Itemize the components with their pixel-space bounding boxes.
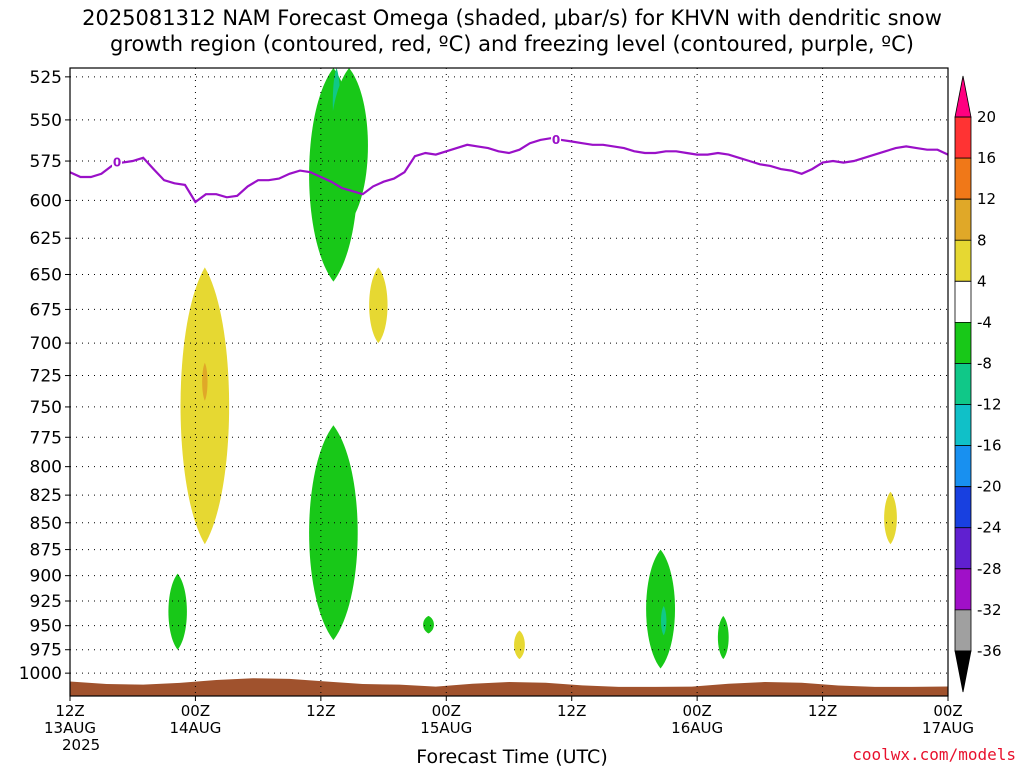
omega-region-3 [309, 425, 358, 641]
colorbar-swatch-14 [954, 650, 972, 693]
y-tick-label-525: 525 [30, 68, 62, 88]
omega-region-12 [717, 615, 729, 660]
colorbar-label-1: 16 [977, 149, 996, 167]
colorbar-label-12: -32 [977, 601, 1002, 619]
freezing-level-label-1: 0 [552, 133, 560, 147]
omega-region-9 [514, 630, 525, 660]
colorbar-label-13: -36 [977, 642, 1002, 660]
colorbar-label-4: 4 [977, 272, 987, 290]
colorbar-label-7: -12 [977, 396, 1002, 414]
y-tick-label-600: 600 [30, 191, 62, 211]
y-tick-label-725: 725 [30, 367, 62, 387]
y-tick-label-1000: 1000 [19, 664, 62, 684]
x-tick-label-48: 12Z [557, 702, 586, 720]
colorbar-swatch-3 [954, 198, 972, 241]
y-tick-label-950: 950 [30, 617, 62, 637]
omega-region-6 [369, 267, 388, 344]
colorbar-label-5: -4 [977, 313, 992, 331]
colorbar-swatch-13 [954, 609, 972, 652]
omega-region-5 [202, 362, 208, 401]
freezing-level-label-0: 0 [113, 156, 121, 170]
chart-title-line2: growth region (contoured, red, ºC) and f… [110, 32, 914, 56]
omega-shading-group [168, 68, 897, 669]
x-axis-title: Forecast Time (UTC) [416, 746, 608, 768]
colorbar-swatch-2 [954, 157, 972, 200]
omega-region-4 [180, 267, 230, 545]
plot-frame [69, 67, 949, 697]
colorbar-label-11: -28 [977, 560, 1002, 578]
x-tick-label-0: 12Z 13AUG 2025 [44, 702, 100, 754]
credit-link[interactable]: coolwx.com/models [852, 745, 1016, 764]
y-tick-label-650: 650 [30, 265, 62, 285]
colorbar-label-8: -16 [977, 437, 1002, 455]
colorbar-label-3: 8 [977, 231, 987, 249]
y-tick-label-900: 900 [30, 567, 62, 587]
x-tick-label-36: 00Z 15AUG [420, 702, 472, 737]
omega-region-11 [660, 605, 667, 636]
chart-title-line1: 2025081312 NAM Forecast Omega (shaded, μ… [82, 6, 942, 30]
colorbar-swatch-7 [954, 363, 972, 405]
y-tick-label-675: 675 [30, 300, 62, 320]
colorbar-swatch-11 [954, 527, 972, 570]
y-tick-label-575: 575 [30, 152, 62, 172]
colorbar-label-9: -20 [977, 478, 1002, 496]
x-tick-label-84: 00Z 17AUG [922, 702, 974, 737]
omega-region-13 [884, 491, 897, 545]
colorbar-swatch-12 [954, 568, 972, 611]
omega-region-7 [168, 573, 187, 650]
freezing-level-label-bg-0 [112, 153, 123, 168]
colorbar-label-0: 20 [977, 108, 996, 126]
colorbar-swatch-10 [954, 486, 972, 529]
x-tick-label-72: 12Z [808, 702, 837, 720]
y-tick-label-825: 825 [30, 486, 62, 506]
freezing-level-label-bg-1 [551, 130, 562, 145]
colorbar-label-2: 12 [977, 190, 996, 208]
y-tick-label-925: 925 [30, 592, 62, 612]
y-tick-label-975: 975 [30, 641, 62, 661]
colorbar-swatch-4 [954, 239, 972, 282]
y-tick-label-775: 775 [30, 428, 62, 448]
colorbar-swatch-1 [954, 116, 972, 159]
freezing-level-line [69, 137, 949, 204]
colorbar-swatch-5 [954, 280, 972, 323]
colorbar-swatch-0 [954, 75, 972, 118]
colorbar-label-6: -8 [977, 354, 992, 372]
omega-region-10 [646, 549, 676, 669]
y-tick-label-550: 550 [30, 111, 62, 131]
terrain-surface [70, 675, 948, 696]
colorbar-label-10: -24 [977, 519, 1002, 537]
omega-region-8 [423, 615, 434, 634]
colorbar-swatch-9 [954, 445, 972, 488]
y-tick-label-800: 800 [30, 458, 62, 478]
x-tick-label-12: 00Z 14AUG [169, 702, 221, 737]
colorbar: 20 16 12 8 4 -4 -8 -12 -16 -20 -24 -28 -32 -36 [954, 75, 1002, 693]
colorbar-swatch-6 [954, 322, 972, 364]
grid-lines [69, 68, 949, 696]
y-tick-label-700: 700 [30, 334, 62, 354]
colorbar-swatch-8 [954, 404, 972, 446]
omega-region-2 [330, 68, 368, 224]
x-tick-label-24: 12Z [306, 702, 335, 720]
y-tick-label-625: 625 [30, 229, 62, 249]
x-tick-label-60: 00Z 16AUG [671, 702, 723, 737]
y-tick-label-750: 750 [30, 398, 62, 418]
y-tick-label-875: 875 [30, 541, 62, 561]
y-tick-label-850: 850 [30, 514, 62, 534]
